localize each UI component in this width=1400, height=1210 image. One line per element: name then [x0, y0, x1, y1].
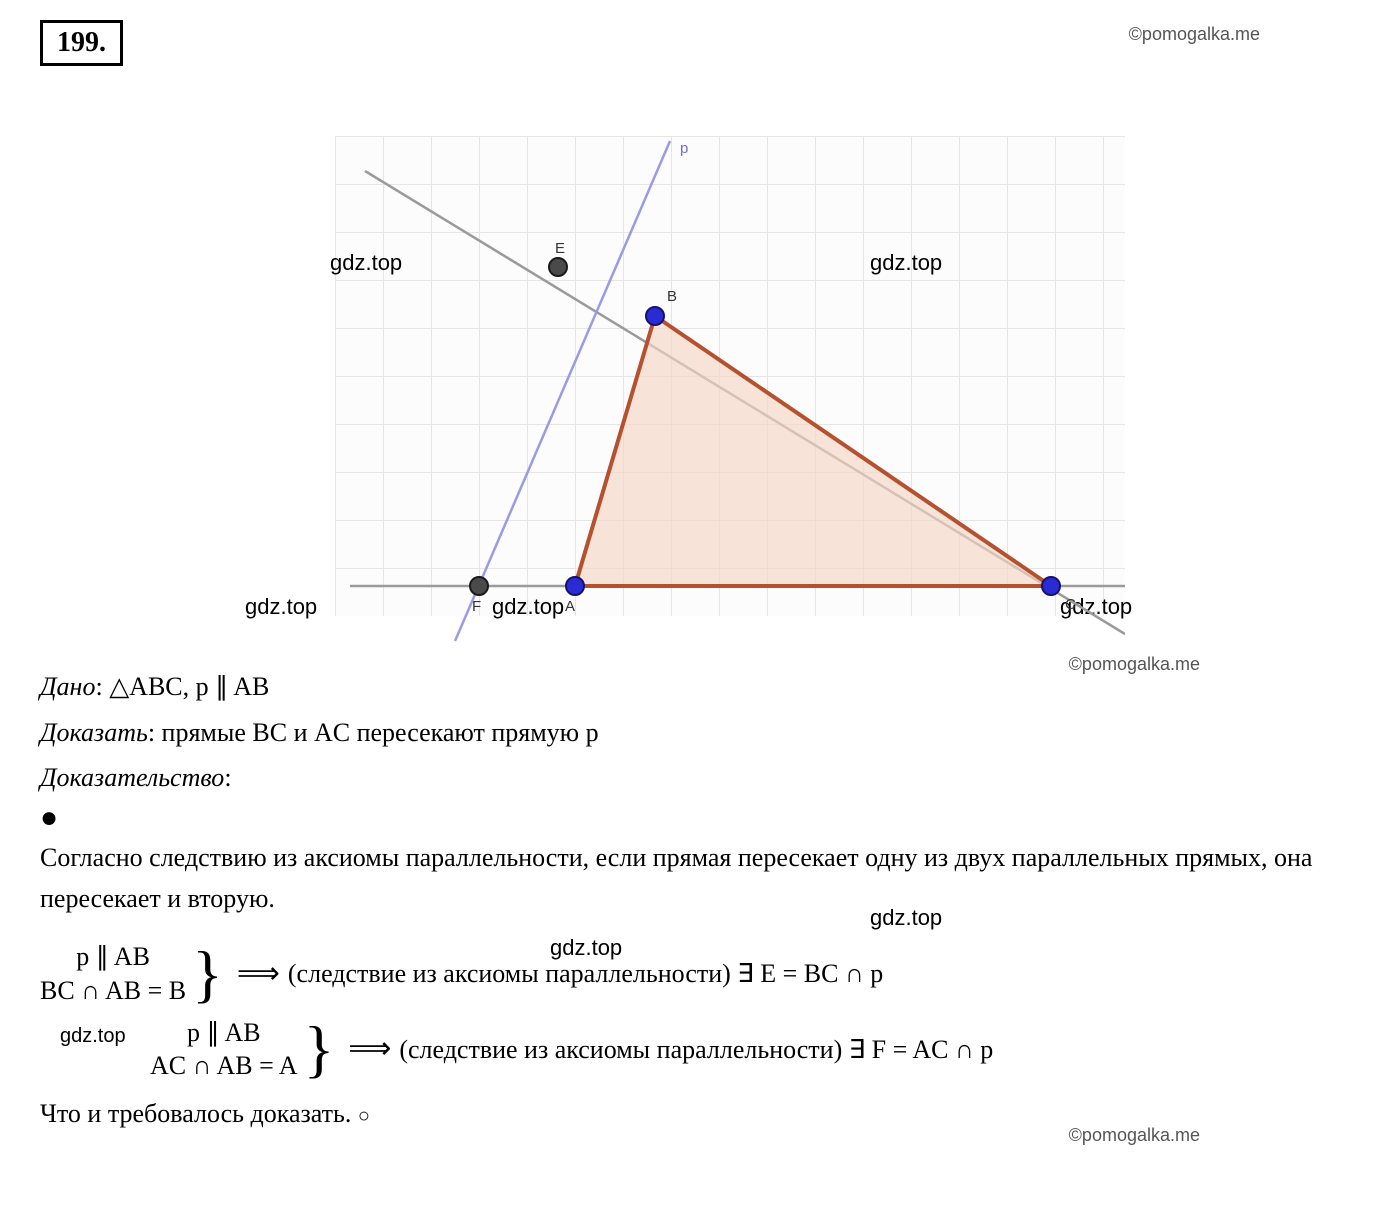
prove-content: прямые BC и AC пересекают прямую p [162, 718, 599, 747]
svg-text:F: F [472, 598, 481, 615]
svg-text:B: B [667, 288, 677, 305]
prove-label: Доказать [40, 718, 148, 747]
svg-text:E: E [555, 240, 565, 257]
proof-label-line: Доказательство: [40, 757, 1360, 799]
proof-label: Доказательство [40, 763, 224, 792]
consequence-2: (следствие из аксиомы параллельности) ∃ … [399, 1029, 993, 1071]
svg-text:p: p [680, 140, 688, 157]
premise-2b: AC ∩ AB = A [150, 1049, 298, 1083]
watermark-gdz-7: gdz.top [550, 930, 622, 965]
proof-text: Согласно следствию из аксиомы параллельн… [40, 837, 1360, 920]
prove-line: Доказать: прямые BC и AC пересекают прям… [40, 712, 1360, 754]
svg-text:C: C [1065, 596, 1076, 613]
premise-1a: p ∥ AB [76, 940, 150, 974]
bullet-icon: ● [40, 803, 1360, 833]
diagram-svg: p A B C E F [275, 86, 1125, 656]
implication-row-1: p ∥ AB BC ∩ AB = B } ⟹ (следствие из акс… [40, 940, 1360, 1008]
implications-block: gdz.top gdz.top p ∥ AB BC ∩ AB = B } ⟹ (… [40, 940, 1360, 1083]
copyright-mid: ©pomogalka.me [1069, 654, 1200, 675]
premise-1b: BC ∩ AB = B [40, 974, 186, 1008]
problem-text: Дано: △ABC, p ∥ AB Доказать: прямые BC и… [40, 666, 1360, 1135]
premise-2a: p ∥ AB [187, 1016, 261, 1050]
svg-text:A: A [565, 598, 575, 615]
problem-number: 199. [40, 20, 123, 66]
qed-text: Что и требовалось доказать. [40, 1099, 351, 1128]
given-label: Дано [40, 672, 95, 701]
qed-symbol-icon: ○ [358, 1105, 370, 1127]
premises-2: p ∥ AB AC ∩ AB = A [150, 1016, 298, 1084]
page-root: 199. ©pomogalka.me p A B C E F gdz.top gdz.to… [0, 0, 1400, 1210]
geometry-diagram: p A B C E F [275, 86, 1125, 656]
watermark-gdz-6: gdz.top [870, 900, 942, 935]
implies-icon: ⟹ [237, 950, 280, 998]
premises-1: p ∥ AB BC ∩ AB = B [40, 940, 186, 1008]
copyright-top: ©pomogalka.me [1129, 24, 1260, 45]
implication-row-2: gdz.top p ∥ AB AC ∩ AB = A } ⟹ (следстви… [40, 1016, 1360, 1084]
brace-icon: } [192, 942, 223, 1006]
implies-icon: ⟹ [348, 1025, 391, 1073]
brace-icon: } [304, 1017, 335, 1081]
given-content: △ABC, p ∥ AB [109, 672, 269, 701]
copyright-bot: ©pomogalka.me [1069, 1121, 1200, 1150]
watermark-gdz-8: gdz.top [60, 1020, 126, 1052]
